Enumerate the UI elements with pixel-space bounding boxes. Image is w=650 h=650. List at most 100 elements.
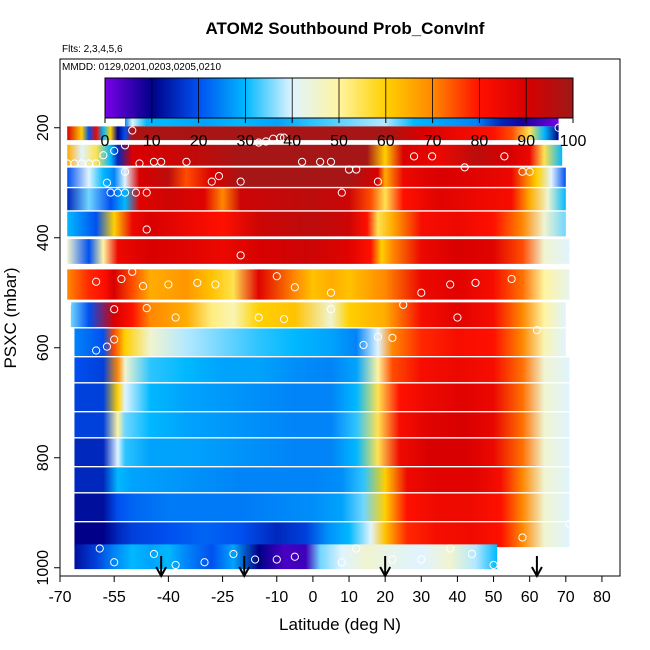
data-point — [352, 165, 361, 174]
heatmap-band — [74, 467, 570, 493]
data-point — [409, 152, 419, 161]
data-point — [316, 157, 325, 166]
data-point — [467, 549, 476, 559]
data-point — [297, 157, 307, 166]
x-tick-label: 70 — [557, 589, 575, 606]
heatmap-band — [74, 493, 570, 521]
heatmap-band — [67, 126, 559, 141]
x-axis-label: Latitude (deg N) — [279, 615, 401, 634]
data-point — [211, 280, 220, 289]
heatmap-band — [74, 383, 570, 411]
data-point — [453, 313, 462, 322]
heatmap-band — [74, 544, 498, 570]
data-point — [352, 544, 361, 553]
data-point — [92, 346, 101, 355]
data-point — [171, 313, 180, 322]
heatmap-band — [67, 188, 566, 211]
data-point — [110, 335, 119, 344]
data-point — [128, 126, 137, 135]
data-point — [120, 188, 130, 197]
data-point — [92, 159, 101, 168]
heatmap-band — [74, 357, 570, 383]
data-point — [290, 283, 299, 292]
x-tick-label: 50 — [485, 589, 503, 606]
data-point — [149, 549, 159, 559]
y-tick-label: 800 — [35, 444, 52, 471]
data-point — [489, 560, 498, 570]
colorbar-tick-label: 80 — [471, 133, 489, 150]
data-point — [272, 555, 281, 564]
plot-frame — [59, 58, 621, 577]
data-point — [110, 558, 119, 567]
data-point — [326, 157, 336, 166]
x-tick-label: -55 — [103, 589, 126, 606]
data-point — [290, 552, 299, 561]
data-point — [428, 152, 437, 161]
data-point — [117, 274, 126, 284]
x-tick-label: 20 — [376, 589, 394, 606]
data-point — [326, 288, 336, 297]
flights-annotation: Flts: 2,3,4,5,6 — [62, 44, 123, 55]
data-point — [63, 299, 72, 308]
heatmap-band — [74, 438, 570, 466]
data-point — [102, 342, 112, 351]
data-point — [102, 178, 112, 187]
y-axis: 200 400 600 800 1000 — [35, 114, 60, 586]
y-tick-label: 400 — [35, 224, 52, 251]
colorbar-tick-label: 30 — [237, 133, 255, 150]
data-point — [279, 133, 289, 142]
data-point — [128, 267, 137, 276]
x-tick-label: 40 — [449, 589, 467, 606]
x-tick-label: 80 — [593, 589, 611, 606]
data-point — [518, 533, 527, 542]
data-point — [164, 280, 173, 289]
heatmap-band — [70, 302, 566, 328]
data-point — [138, 282, 148, 291]
colorbar: 0 10 20 30 40 50 60 70 80 90 100 — [101, 77, 586, 150]
data-point — [532, 326, 542, 335]
data-point — [182, 157, 191, 166]
data-point — [417, 555, 426, 564]
data-point — [236, 251, 245, 260]
y-axis-label: PSXC (mbar) — [1, 267, 20, 368]
heatmap-band — [74, 328, 566, 356]
data-point — [254, 313, 263, 322]
data-point — [565, 519, 574, 528]
x-tick-label: 0 — [308, 589, 317, 606]
y-tick-label: 600 — [35, 334, 52, 361]
data-point — [326, 305, 336, 314]
y-tick-label: 1000 — [35, 550, 52, 586]
data-point — [388, 333, 397, 342]
chart-title: ATOM2 Southbound Prob_ConvInf — [206, 19, 485, 38]
data-point — [500, 152, 509, 161]
data-point — [250, 555, 260, 564]
data-point — [276, 133, 285, 142]
data-point — [157, 157, 166, 166]
data-point — [446, 280, 455, 289]
x-axis: -70 -55 -40 -25 -10 0 10 20 30 40 50 60 70 80 — [48, 576, 611, 606]
data-point — [236, 177, 245, 186]
data-point — [131, 188, 140, 197]
colorbar-tick-label: 90 — [517, 133, 535, 150]
x-tick-label: -25 — [211, 589, 234, 606]
data-point — [399, 300, 408, 309]
heatmap-layers — [67, 101, 570, 570]
x-tick-label: 10 — [340, 589, 358, 606]
observation-points — [63, 123, 578, 570]
x-tick-label: -10 — [265, 589, 288, 606]
data-point — [200, 558, 209, 567]
data-point — [561, 123, 570, 132]
dates-annotation: MMDD: 0129,0201,0203,0205,0210 — [62, 62, 221, 73]
x-tick-label: 30 — [412, 589, 430, 606]
data-point — [142, 304, 151, 313]
data-point — [279, 315, 289, 324]
data-point — [171, 560, 180, 570]
heatmap-band — [74, 412, 570, 438]
data-point — [272, 272, 281, 281]
data-point — [507, 274, 516, 284]
data-point — [337, 558, 346, 567]
data-point — [446, 544, 455, 553]
y-tick-label: 200 — [35, 114, 52, 141]
